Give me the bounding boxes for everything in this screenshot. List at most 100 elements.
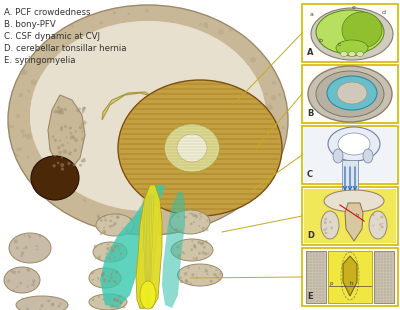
Circle shape <box>82 107 86 111</box>
Circle shape <box>114 256 116 258</box>
Circle shape <box>202 230 205 232</box>
Circle shape <box>313 267 315 269</box>
Circle shape <box>36 245 38 247</box>
Circle shape <box>250 57 256 63</box>
Circle shape <box>24 235 26 237</box>
Circle shape <box>118 249 120 250</box>
Circle shape <box>18 93 23 97</box>
Circle shape <box>384 291 386 293</box>
Circle shape <box>95 258 96 259</box>
Circle shape <box>387 267 389 269</box>
Circle shape <box>52 135 54 138</box>
Circle shape <box>203 246 206 249</box>
Circle shape <box>198 225 200 227</box>
Circle shape <box>310 276 312 278</box>
Circle shape <box>387 270 389 272</box>
Circle shape <box>307 279 309 281</box>
Circle shape <box>184 216 187 219</box>
Circle shape <box>206 273 208 275</box>
Circle shape <box>378 264 380 266</box>
Circle shape <box>74 149 77 152</box>
Circle shape <box>102 299 104 300</box>
Circle shape <box>186 280 189 283</box>
Circle shape <box>69 34 72 38</box>
Circle shape <box>204 240 208 243</box>
Ellipse shape <box>118 80 282 216</box>
Circle shape <box>316 294 318 296</box>
Circle shape <box>319 300 321 302</box>
Circle shape <box>381 261 383 263</box>
Circle shape <box>47 299 50 303</box>
Circle shape <box>39 171 44 176</box>
Circle shape <box>22 134 26 137</box>
Circle shape <box>21 297 24 299</box>
Circle shape <box>39 308 42 310</box>
Circle shape <box>193 244 196 247</box>
Circle shape <box>192 214 196 217</box>
Circle shape <box>178 215 179 217</box>
Circle shape <box>313 300 315 302</box>
Ellipse shape <box>328 127 380 161</box>
Ellipse shape <box>178 264 222 286</box>
Circle shape <box>387 255 389 257</box>
Ellipse shape <box>337 82 367 104</box>
Circle shape <box>270 167 274 172</box>
Circle shape <box>313 270 315 272</box>
Circle shape <box>381 300 383 302</box>
Circle shape <box>381 252 383 254</box>
Circle shape <box>316 258 318 260</box>
Text: d: d <box>382 10 386 15</box>
Circle shape <box>110 305 114 308</box>
Ellipse shape <box>140 281 156 309</box>
Circle shape <box>307 294 309 296</box>
Circle shape <box>107 243 109 245</box>
Circle shape <box>387 264 389 266</box>
Ellipse shape <box>4 267 40 293</box>
Circle shape <box>381 288 383 290</box>
Circle shape <box>16 246 19 250</box>
Circle shape <box>379 223 382 226</box>
Circle shape <box>381 258 383 260</box>
Circle shape <box>84 158 86 160</box>
Circle shape <box>112 271 113 272</box>
Circle shape <box>63 149 67 154</box>
Circle shape <box>205 228 209 231</box>
Circle shape <box>310 294 312 296</box>
Circle shape <box>102 272 105 276</box>
Ellipse shape <box>9 233 51 263</box>
Circle shape <box>384 261 386 263</box>
Circle shape <box>58 151 60 153</box>
Circle shape <box>39 235 42 237</box>
Circle shape <box>75 131 77 133</box>
Circle shape <box>387 288 389 290</box>
Circle shape <box>83 107 86 109</box>
Circle shape <box>60 128 63 131</box>
Circle shape <box>375 267 377 269</box>
Circle shape <box>130 218 132 220</box>
Circle shape <box>387 285 389 287</box>
Circle shape <box>176 221 178 223</box>
Circle shape <box>387 282 389 284</box>
Circle shape <box>387 258 389 260</box>
Circle shape <box>59 151 62 154</box>
Circle shape <box>375 264 377 266</box>
Circle shape <box>103 227 105 229</box>
Circle shape <box>106 247 110 250</box>
Circle shape <box>171 224 175 228</box>
Circle shape <box>322 264 324 266</box>
Circle shape <box>61 167 64 171</box>
Circle shape <box>114 246 116 248</box>
Circle shape <box>54 109 58 113</box>
Circle shape <box>122 227 123 228</box>
Text: b: b <box>318 38 322 43</box>
Circle shape <box>100 219 103 222</box>
Circle shape <box>28 270 30 272</box>
Circle shape <box>98 297 100 298</box>
Circle shape <box>390 264 392 266</box>
Circle shape <box>204 268 206 269</box>
Ellipse shape <box>348 51 356 56</box>
Circle shape <box>83 121 86 125</box>
Circle shape <box>390 252 392 254</box>
Circle shape <box>66 136 68 138</box>
Circle shape <box>57 110 61 114</box>
